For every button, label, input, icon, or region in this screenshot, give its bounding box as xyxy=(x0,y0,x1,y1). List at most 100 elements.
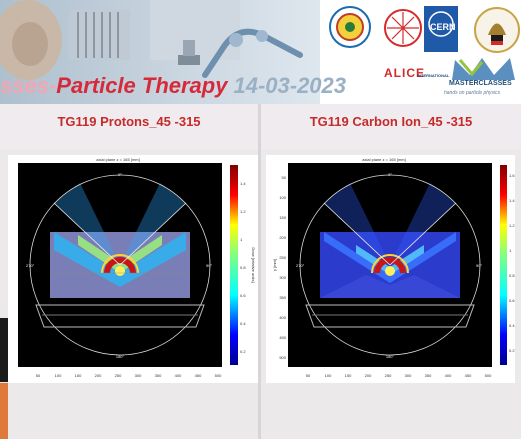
left-edge-strip xyxy=(0,318,8,382)
y-tick-label: 50 xyxy=(282,175,287,180)
carbon-angle-0: 0° xyxy=(388,172,392,177)
x-tick-label: 400 xyxy=(445,373,452,378)
protons-x-ticks: 50 100 150 200 250 300 350 400 450 500 xyxy=(36,373,222,378)
carbon-target-ring xyxy=(374,257,406,273)
x-tick-label: 50 xyxy=(36,373,41,378)
x-tick-label: 250 xyxy=(385,373,392,378)
y-tick-label: 200 xyxy=(279,235,286,240)
protons-target-ring xyxy=(104,257,136,273)
colorbar-tick-label: 1.6 xyxy=(509,173,515,178)
alice-logo-label: ALICE xyxy=(384,66,425,80)
y-tick-label: 450 xyxy=(279,335,286,340)
colorbar-tick-label: 0.4 xyxy=(509,323,515,328)
y-tick-label: 500 xyxy=(279,355,286,360)
carbon-ion-heading: TG119 Carbon Ion_45 -315 xyxy=(261,104,521,150)
x-tick-label: 200 xyxy=(95,373,102,378)
carbon-dose-figure: axial plane z = 165 [mm] 501001502002503… xyxy=(272,157,515,378)
carbon-dose-plot: axial plane z = 165 [mm] 50 100 150 200 250 3… xyxy=(266,155,515,383)
protons-colorbar xyxy=(230,165,238,365)
protons-colorbar-label: Dose [relative units] xyxy=(251,247,256,282)
carbon-target-core xyxy=(385,266,395,276)
protons-angle-180: 180° xyxy=(116,354,125,359)
x-tick-label: 350 xyxy=(155,373,162,378)
carbon-plot-title: axial plane z = 165 [mm] xyxy=(362,157,405,162)
panel-divider xyxy=(258,104,261,439)
banner-title-prefix: sses- xyxy=(0,73,57,98)
protons-dose-figure: axial plane z = 165 [mm] 0° 270° 90° 180… xyxy=(18,157,256,378)
x-tick-label: 300 xyxy=(135,373,142,378)
protons-dose-plot: axial plane z = 165 [mm] 0° 270° 90° 180… xyxy=(8,155,258,383)
protons-colorbar-ticks: 1.4 1.2 1 0.8 0.6 0.4 0.2 xyxy=(240,181,246,354)
y-tick-label: 350 xyxy=(279,295,286,300)
protons-angle-270: 270° xyxy=(26,263,35,268)
carbon-angle-90: 90° xyxy=(476,263,482,268)
colorbar-tick-label: 1.2 xyxy=(240,209,246,214)
protons-couch xyxy=(35,304,205,328)
x-tick-label: 100 xyxy=(325,373,332,378)
colorbar-tick-label: 0.6 xyxy=(240,293,246,298)
x-tick-label: 450 xyxy=(465,373,472,378)
colorbar-tick-label: 0.8 xyxy=(240,265,246,270)
header-banner: sses-Particle Therapy 14-03-2023 xyxy=(0,0,521,104)
protons-dose-mid xyxy=(78,235,162,273)
protons-plot-title: axial plane z = 165 [mm] xyxy=(96,157,139,162)
left-edge-strip-orange xyxy=(0,383,8,439)
cern-logo-label: CERN xyxy=(430,22,456,32)
banner-title: sses-Particle Therapy 14-03-2023 xyxy=(0,70,346,102)
carbon-colorbar-ticks: 1.6 1.4 1.2 1 0.8 0.6 0.4 0.2 xyxy=(509,173,515,353)
x-tick-label: 200 xyxy=(365,373,372,378)
cern-logo-icon xyxy=(424,6,458,52)
y-tick-label: 150 xyxy=(279,215,286,220)
protons-beam-right xyxy=(120,183,186,265)
protons-angle-90: 90° xyxy=(206,263,212,268)
protons-beam-left xyxy=(54,183,120,265)
y-tick-label: 300 xyxy=(279,275,286,280)
colorbar-tick-label: 0.6 xyxy=(509,298,515,303)
colorbar-tick-label: 1.2 xyxy=(509,223,515,228)
colorbar-tick-label: 0.2 xyxy=(240,349,246,354)
x-tick-label: 350 xyxy=(425,373,432,378)
y-tick-label: 100 xyxy=(279,195,286,200)
y-tick-label: 250 xyxy=(279,255,286,260)
x-tick-label: 400 xyxy=(175,373,182,378)
y-tick-label: 400 xyxy=(279,315,286,320)
x-tick-label: 450 xyxy=(195,373,202,378)
masterclasses-label: MASTERCLASSES xyxy=(449,80,512,87)
carbon-angle-270: 270° xyxy=(296,263,305,268)
x-tick-label: 50 xyxy=(306,373,311,378)
colorbar-tick-label: 1 xyxy=(509,248,512,253)
colorbar-tick-label: 0.2 xyxy=(509,348,515,353)
protons-heading: TG119 Protons_45 -315 xyxy=(0,104,258,150)
colorbar-tick-label: 0.4 xyxy=(240,321,246,326)
carbon-colorbar xyxy=(500,165,507,365)
colorbar-tick-label: 0.8 xyxy=(509,273,515,278)
carbon-y-ticks: 50 100 150 200 250 300 350 400 450 500 xyxy=(279,175,286,360)
emblem-icon xyxy=(474,7,520,53)
x-tick-label: 300 xyxy=(405,373,412,378)
banner-illustration xyxy=(0,0,320,104)
masterclasses-tagline: hands on particle physics xyxy=(444,90,501,96)
x-tick-label: 150 xyxy=(345,373,352,378)
logo-strip xyxy=(329,6,520,80)
international-label: INTERNATIONAL xyxy=(417,73,450,78)
x-tick-label: 250 xyxy=(115,373,122,378)
alice-logo-icon xyxy=(384,9,422,47)
carbon-x-ticks: 50 100 150 200 250 300 350 400 450 500 xyxy=(306,373,492,378)
colorbar-tick-label: 1.4 xyxy=(240,181,246,186)
carbon-beam-left xyxy=(324,183,390,265)
colorbar-tick-label: 1.4 xyxy=(509,198,515,203)
banner-title-main: Particle Therapy xyxy=(56,73,228,98)
banner-title-date: 14-03-2023 xyxy=(233,73,347,98)
carbon-angle-180: 180° xyxy=(386,354,395,359)
x-tick-label: 150 xyxy=(75,373,82,378)
x-tick-label: 100 xyxy=(55,373,62,378)
protons-target-core xyxy=(115,266,125,276)
carbon-beam-right xyxy=(390,183,456,265)
carbon-couch xyxy=(305,304,475,328)
protons-angle-0: 0° xyxy=(118,172,122,177)
carbon-y-axis-label: y [mm] xyxy=(272,259,277,271)
x-tick-label: 500 xyxy=(215,373,222,378)
x-tick-label: 500 xyxy=(485,373,492,378)
colorbar-tick-label: 1 xyxy=(240,237,243,242)
masterclasses-logo-icon xyxy=(452,58,515,80)
